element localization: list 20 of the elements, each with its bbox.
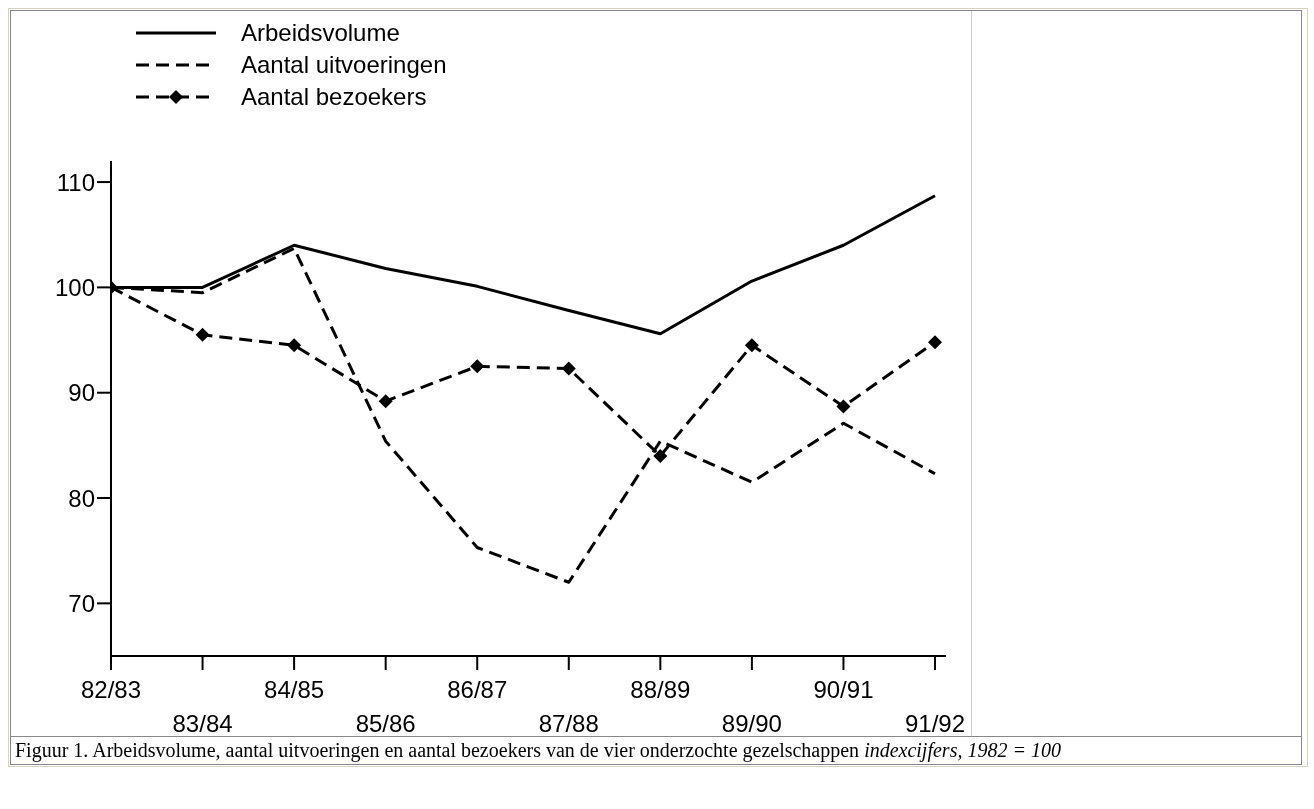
x-tick-label: 84/85 bbox=[264, 676, 325, 703]
legend-label: Arbeidsvolume bbox=[241, 19, 400, 47]
y-tick-label: 90 bbox=[68, 379, 95, 407]
y-tick-label: 70 bbox=[68, 589, 95, 617]
legend-label: Aantal uitvoeringen bbox=[241, 51, 447, 79]
x-tick-label: 91/92 bbox=[904, 710, 966, 737]
x-tick-label: 87/88 bbox=[538, 710, 599, 737]
x-tick-label: 82/83 bbox=[80, 676, 142, 703]
text: Figuur 1. Arbeidsvolume, aantal uitvoeringen en aantal bezoekers van de vier onderzochte gezelschappen bbox=[15, 739, 860, 761]
y-tick-label: 100 bbox=[54, 273, 95, 301]
x-tick-label: 89/90 bbox=[721, 710, 782, 737]
text: indexcijfers, 1982 = 100 bbox=[864, 739, 1061, 761]
x-tick-label: 90/91 bbox=[813, 676, 874, 703]
x-tick-label: 86/87 bbox=[447, 676, 508, 703]
y-tick-label: 110 bbox=[56, 168, 95, 196]
legend-label: Aantal bezoekers bbox=[241, 83, 427, 111]
y-tick-label: 80 bbox=[68, 484, 95, 512]
x-tick-label: 88/89 bbox=[630, 676, 691, 703]
x-tick-label: 83/84 bbox=[172, 710, 233, 737]
x-tick-label: 85/86 bbox=[355, 710, 416, 737]
